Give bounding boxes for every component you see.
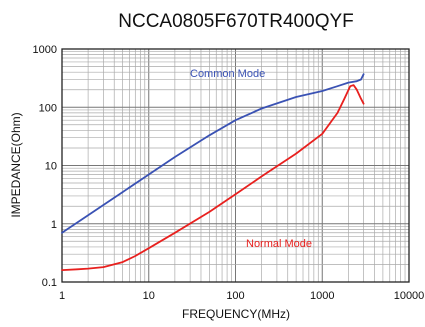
- y-tick-label: 1000: [33, 44, 57, 56]
- x-tick-label: 1: [59, 290, 65, 302]
- series-label-normal-mode: Normal Mode: [246, 238, 312, 250]
- y-tick-label: 0.1: [42, 277, 57, 289]
- y-axis-label: IMPEDANCE(Ohm): [9, 112, 23, 217]
- plot-frame: [61, 48, 410, 283]
- grid: [61, 49, 409, 283]
- chart-title: NCCA0805F670TR400QYF: [118, 11, 354, 32]
- series-line-normal-mode: [61, 84, 365, 272]
- y-tick-label: 10: [45, 161, 57, 173]
- x-tick-label: 100: [226, 290, 244, 302]
- y-tick-label: 100: [39, 102, 57, 114]
- series-line-common-mode: [61, 73, 365, 234]
- series-layer: [61, 73, 365, 272]
- x-tick-label: 10: [143, 290, 155, 302]
- series-label-common-mode: Common Mode: [190, 68, 265, 80]
- x-tick-label: 1000: [310, 290, 334, 302]
- x-tick-label: 10000: [394, 290, 425, 302]
- x-axis-label: FREQUENCY(MHz): [182, 307, 290, 321]
- y-tick-label: 1: [51, 219, 57, 231]
